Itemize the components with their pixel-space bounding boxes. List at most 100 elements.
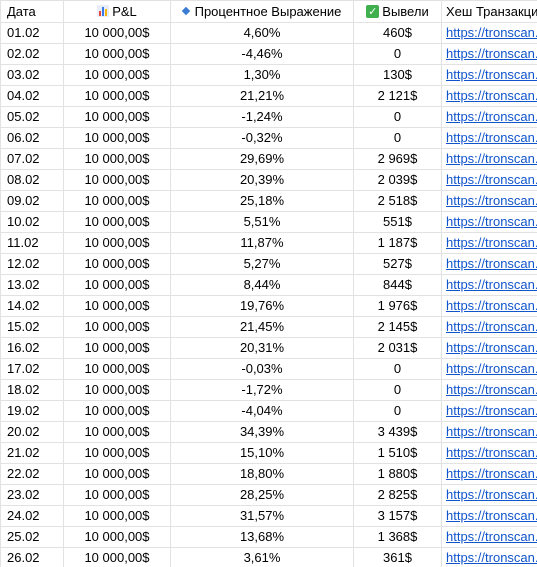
tronscan-link[interactable]: https://tronscan.or (446, 340, 537, 355)
hash-cell[interactable]: https://tronscan.or (441, 85, 537, 107)
pnl-cell[interactable]: 10 000,00$ (63, 169, 171, 191)
hash-cell[interactable]: https://tronscan.or (441, 442, 537, 464)
hash-cell[interactable]: https://tronscan.or (441, 169, 537, 191)
percent-cell[interactable]: -0,03% (170, 358, 354, 380)
hash-cell[interactable]: https://tronscan.or (441, 505, 537, 527)
withdrawn-cell[interactable]: 0 (353, 127, 442, 149)
hash-cell[interactable]: https://tronscan.or (441, 295, 537, 317)
date-cell[interactable]: 07.02 (0, 148, 64, 170)
date-cell[interactable]: 24.02 (0, 505, 64, 527)
tronscan-link[interactable]: https://tronscan.or (446, 529, 537, 544)
withdrawn-cell[interactable]: 551$ (353, 211, 442, 233)
date-cell[interactable]: 11.02 (0, 232, 64, 254)
percent-cell[interactable]: 20,31% (170, 337, 354, 359)
pnl-cell[interactable]: 10 000,00$ (63, 148, 171, 170)
tronscan-link[interactable]: https://tronscan.or (446, 46, 537, 61)
pnl-cell[interactable]: 10 000,00$ (63, 526, 171, 548)
percent-cell[interactable]: -1,72% (170, 379, 354, 401)
percent-cell[interactable]: -4,04% (170, 400, 354, 422)
percent-cell[interactable]: -4,46% (170, 43, 354, 65)
pnl-cell[interactable]: 10 000,00$ (63, 106, 171, 128)
withdrawn-cell[interactable]: 0 (353, 43, 442, 65)
pnl-cell[interactable]: 10 000,00$ (63, 253, 171, 275)
pnl-cell[interactable]: 10 000,00$ (63, 43, 171, 65)
withdrawn-cell[interactable]: 460$ (353, 22, 442, 44)
hash-cell[interactable]: https://tronscan.or (441, 43, 537, 65)
tronscan-link[interactable]: https://tronscan.or (446, 487, 537, 502)
hash-cell[interactable]: https://tronscan.or (441, 358, 537, 380)
date-cell[interactable]: 08.02 (0, 169, 64, 191)
pnl-cell[interactable]: 10 000,00$ (63, 64, 171, 86)
hash-cell[interactable]: https://tronscan.or (441, 232, 537, 254)
tronscan-link[interactable]: https://tronscan.or (446, 67, 537, 82)
date-cell[interactable]: 09.02 (0, 190, 64, 212)
tronscan-link[interactable]: https://tronscan.or (446, 172, 537, 187)
hash-cell[interactable]: https://tronscan.or (441, 211, 537, 233)
date-cell[interactable]: 05.02 (0, 106, 64, 128)
pnl-cell[interactable]: 10 000,00$ (63, 316, 171, 338)
percent-cell[interactable]: 3,61% (170, 547, 354, 567)
pnl-cell[interactable]: 10 000,00$ (63, 127, 171, 149)
withdrawn-cell[interactable]: 1 976$ (353, 295, 442, 317)
withdrawn-cell[interactable]: 1 187$ (353, 232, 442, 254)
header-hash[interactable]: Хеш Транзакции (441, 0, 537, 23)
header-withdrawn[interactable]: ✓ Вывели (353, 0, 442, 23)
tronscan-link[interactable]: https://tronscan.or (446, 130, 537, 145)
tronscan-link[interactable]: https://tronscan.or (446, 25, 537, 40)
percent-cell[interactable]: 29,69% (170, 148, 354, 170)
date-cell[interactable]: 15.02 (0, 316, 64, 338)
withdrawn-cell[interactable]: 1 510$ (353, 442, 442, 464)
hash-cell[interactable]: https://tronscan.or (441, 106, 537, 128)
pnl-cell[interactable]: 10 000,00$ (63, 442, 171, 464)
withdrawn-cell[interactable]: 2 039$ (353, 169, 442, 191)
date-cell[interactable]: 22.02 (0, 463, 64, 485)
percent-cell[interactable]: 25,18% (170, 190, 354, 212)
pnl-cell[interactable]: 10 000,00$ (63, 547, 171, 567)
pnl-cell[interactable]: 10 000,00$ (63, 85, 171, 107)
tronscan-link[interactable]: https://tronscan.or (446, 361, 537, 376)
percent-cell[interactable]: 5,51% (170, 211, 354, 233)
date-cell[interactable]: 19.02 (0, 400, 64, 422)
withdrawn-cell[interactable]: 0 (353, 106, 442, 128)
date-cell[interactable]: 21.02 (0, 442, 64, 464)
date-cell[interactable]: 13.02 (0, 274, 64, 296)
tronscan-link[interactable]: https://tronscan.or (446, 88, 537, 103)
tronscan-link[interactable]: https://tronscan.or (446, 109, 537, 124)
pnl-cell[interactable]: 10 000,00$ (63, 232, 171, 254)
pnl-cell[interactable]: 10 000,00$ (63, 484, 171, 506)
withdrawn-cell[interactable]: 844$ (353, 274, 442, 296)
tronscan-link[interactable]: https://tronscan.or (446, 382, 537, 397)
hash-cell[interactable]: https://tronscan.or (441, 64, 537, 86)
date-cell[interactable]: 17.02 (0, 358, 64, 380)
withdrawn-cell[interactable]: 3 439$ (353, 421, 442, 443)
tronscan-link[interactable]: https://tronscan.or (446, 508, 537, 523)
date-cell[interactable]: 01.02 (0, 22, 64, 44)
tronscan-link[interactable]: https://tronscan.or (446, 319, 537, 334)
date-cell[interactable]: 02.02 (0, 43, 64, 65)
tronscan-link[interactable]: https://tronscan.or (446, 466, 537, 481)
tronscan-link[interactable]: https://tronscan.or (446, 151, 537, 166)
hash-cell[interactable]: https://tronscan.or (441, 22, 537, 44)
withdrawn-cell[interactable]: 527$ (353, 253, 442, 275)
tronscan-link[interactable]: https://tronscan.or (446, 298, 537, 313)
pnl-cell[interactable]: 10 000,00$ (63, 400, 171, 422)
withdrawn-cell[interactable]: 2 031$ (353, 337, 442, 359)
hash-cell[interactable]: https://tronscan.or (441, 253, 537, 275)
date-cell[interactable]: 04.02 (0, 85, 64, 107)
tronscan-link[interactable]: https://tronscan.or (446, 193, 537, 208)
percent-cell[interactable]: 20,39% (170, 169, 354, 191)
header-pnl[interactable]: P&L (63, 0, 171, 23)
pnl-cell[interactable]: 10 000,00$ (63, 358, 171, 380)
hash-cell[interactable]: https://tronscan.or (441, 484, 537, 506)
withdrawn-cell[interactable]: 2 518$ (353, 190, 442, 212)
withdrawn-cell[interactable]: 130$ (353, 64, 442, 86)
pnl-cell[interactable]: 10 000,00$ (63, 421, 171, 443)
hash-cell[interactable]: https://tronscan.or (441, 190, 537, 212)
withdrawn-cell[interactable]: 0 (353, 379, 442, 401)
tronscan-link[interactable]: https://tronscan.or (446, 403, 537, 418)
percent-cell[interactable]: 34,39% (170, 421, 354, 443)
tronscan-link[interactable]: https://tronscan.or (446, 445, 537, 460)
header-date[interactable]: Дата (0, 0, 64, 23)
percent-cell[interactable]: 8,44% (170, 274, 354, 296)
withdrawn-cell[interactable]: 0 (353, 400, 442, 422)
